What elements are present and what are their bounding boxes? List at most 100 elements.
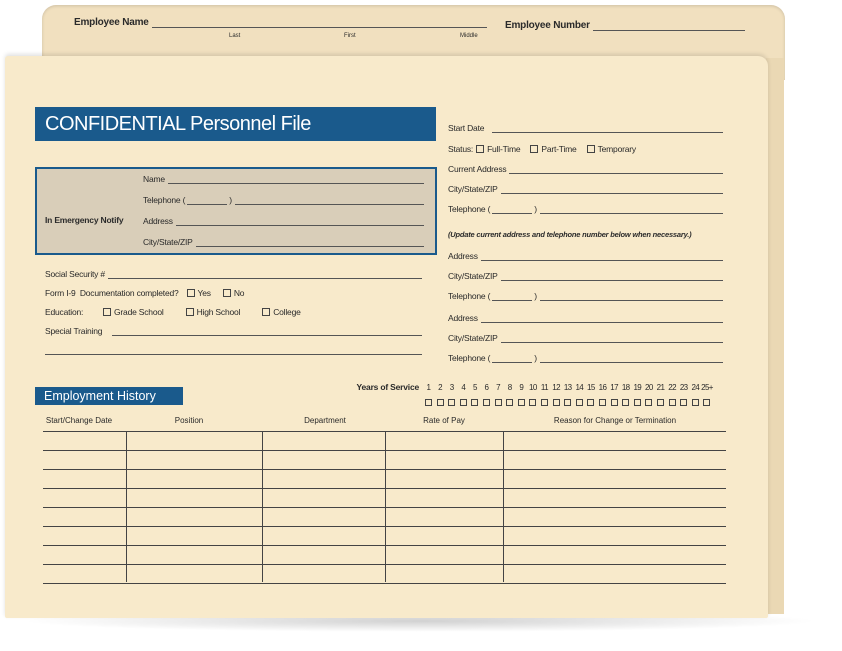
emergency-address-field[interactable]: Address — [143, 214, 424, 226]
area-code-line[interactable] — [492, 290, 533, 301]
year-checkbox[interactable] — [587, 399, 595, 406]
field-label: Telephone — [143, 195, 181, 205]
year-checkbox[interactable] — [622, 399, 630, 406]
checkbox-box[interactable] — [476, 145, 485, 153]
year-checkbox[interactable] — [703, 399, 711, 406]
i9-yes-checkbox[interactable]: Yes — [179, 288, 211, 298]
employee-name-line[interactable] — [151, 17, 487, 28]
year-checkbox[interactable] — [575, 399, 583, 406]
year-checkbox[interactable] — [529, 399, 537, 406]
field-label: Address — [448, 313, 478, 323]
field-line[interactable] — [492, 122, 723, 133]
field-line[interactable] — [112, 325, 422, 336]
temporary-checkbox[interactable]: Temporary — [579, 144, 636, 154]
current-city-field[interactable]: City/State/ZIP — [448, 182, 723, 194]
area-code-line[interactable] — [187, 194, 228, 205]
checkbox-box[interactable] — [186, 289, 195, 297]
current-address-field[interactable]: Current Address — [448, 162, 723, 174]
year-checkbox[interactable] — [425, 399, 432, 406]
year-checkbox[interactable] — [657, 399, 664, 406]
year-checkbox[interactable] — [691, 399, 699, 406]
option-label: No — [233, 288, 245, 298]
column-divider — [385, 431, 386, 582]
part-time-checkbox[interactable]: Part-Time — [522, 144, 577, 154]
address-field-3[interactable]: Address — [448, 311, 723, 323]
address-field-2[interactable]: Address — [448, 249, 723, 261]
area-code-line[interactable] — [492, 203, 533, 214]
area-code-line[interactable] — [492, 352, 533, 363]
field-line[interactable] — [167, 173, 424, 184]
checkbox-box[interactable] — [530, 145, 539, 153]
field-line[interactable] — [195, 236, 424, 247]
year-checkbox[interactable] — [610, 399, 618, 406]
year-label: 18 — [621, 383, 630, 392]
special-training-extra-line[interactable] — [45, 354, 422, 355]
checkbox-box[interactable] — [185, 308, 194, 316]
year-checkbox[interactable] — [633, 399, 641, 406]
page-title: CONFIDENTIAL Personnel File — [45, 113, 311, 135]
folder-side-edge — [766, 58, 784, 614]
employee-name-label: Employee Name — [74, 17, 149, 28]
current-telephone-field[interactable]: Telephone () — [448, 202, 723, 214]
field-line[interactable] — [539, 290, 723, 301]
i9-no-checkbox[interactable]: No — [215, 288, 244, 298]
emergency-telephone-field[interactable]: Telephone () — [143, 193, 424, 205]
full-time-checkbox[interactable]: Full-Time — [473, 144, 521, 154]
column-divider — [503, 431, 504, 582]
city-field-2[interactable]: City/State/ZIP — [448, 269, 723, 281]
year-label: 11 — [540, 383, 549, 392]
year-checkbox[interactable] — [506, 399, 514, 406]
start-date-field[interactable]: Start Date — [448, 121, 723, 133]
employment-history-bar: Employment History — [35, 387, 183, 405]
year-checkbox[interactable] — [645, 399, 653, 406]
field-line[interactable] — [480, 250, 723, 261]
field-line[interactable] — [539, 203, 723, 214]
city-field-3[interactable]: City/State/ZIP — [448, 331, 723, 343]
year-checkbox[interactable] — [599, 399, 606, 406]
year-checkbox[interactable] — [494, 399, 502, 406]
field-line[interactable] — [500, 183, 723, 194]
field-line[interactable] — [175, 215, 424, 226]
field-line[interactable] — [539, 352, 723, 363]
special-training-field[interactable]: Special Training — [45, 324, 422, 336]
year-checkbox[interactable] — [459, 399, 467, 406]
checkbox-box[interactable] — [103, 308, 111, 316]
employee-number-field[interactable]: Employee Number — [505, 19, 745, 31]
telephone-field-2[interactable]: Telephone () — [448, 289, 723, 301]
year-checkbox[interactable] — [471, 399, 479, 406]
field-line[interactable] — [234, 194, 424, 205]
telephone-field-3[interactable]: Telephone () — [448, 351, 723, 363]
year-checkbox[interactable] — [436, 399, 444, 406]
year-checkbox[interactable] — [564, 399, 572, 406]
emergency-name-field[interactable]: Name — [143, 172, 424, 184]
grade-school-checkbox[interactable]: Grade School — [95, 307, 164, 317]
ssn-field[interactable]: Social Security # — [45, 267, 422, 279]
field-line[interactable] — [107, 268, 422, 279]
field-line[interactable] — [480, 312, 723, 323]
year-label: 13 — [563, 383, 572, 392]
year-checkbox[interactable] — [680, 399, 688, 406]
year-checkbox[interactable] — [552, 399, 560, 406]
college-checkbox[interactable]: College — [254, 307, 301, 317]
field-line[interactable] — [500, 270, 723, 281]
year-checkbox[interactable] — [483, 399, 490, 406]
status-label: Status: — [448, 144, 474, 154]
field-line[interactable] — [509, 163, 723, 174]
year-label: 15 — [587, 383, 595, 392]
year-checkbox[interactable] — [541, 399, 548, 406]
year-checkbox[interactable] — [448, 399, 456, 406]
high-school-checkbox[interactable]: High School — [178, 307, 240, 317]
i9-label: Form I-9 — [45, 288, 76, 298]
checkbox-box[interactable] — [586, 145, 595, 153]
emergency-label: In Emergency Notify — [45, 215, 124, 225]
employee-name-field[interactable]: Employee Name — [74, 16, 487, 28]
field-line[interactable] — [500, 332, 723, 343]
emergency-city-field[interactable]: City/State/ZIP — [143, 235, 424, 247]
year-checkbox[interactable] — [668, 399, 676, 406]
table-row-line — [43, 507, 726, 508]
employee-number-line[interactable] — [592, 20, 745, 31]
update-note: (Update current address and telephone nu… — [448, 230, 692, 239]
checkbox-box[interactable] — [222, 289, 231, 297]
year-checkbox[interactable] — [517, 399, 525, 406]
checkbox-box[interactable] — [262, 308, 271, 316]
